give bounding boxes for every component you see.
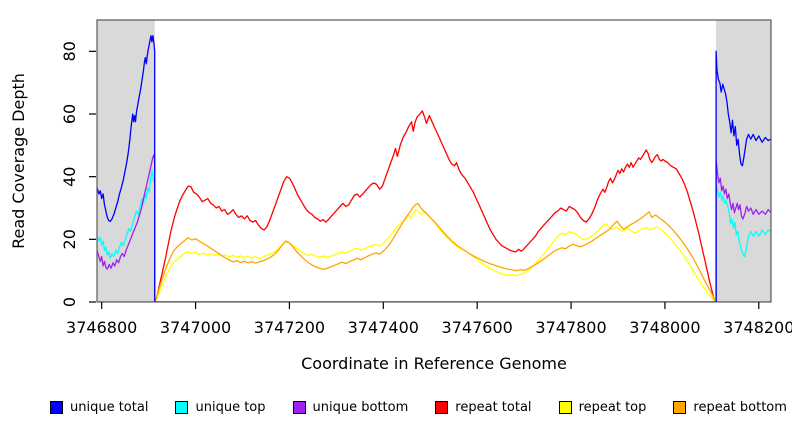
legend-label: repeat total: [455, 399, 532, 415]
series-line-unique-top: [97, 169, 771, 302]
legend-item-unique-total: unique total: [50, 400, 148, 415]
legend-item-repeat-total: repeat total: [435, 399, 532, 415]
y-axis-title: Read Coverage Depth: [9, 73, 28, 249]
x-tick-label: 3747600: [442, 318, 513, 337]
series-line-repeat-total: [97, 110, 771, 302]
legend-swatch-unique-top: [175, 400, 189, 414]
y-tick-label: 0: [60, 297, 79, 307]
legend-swatch-unique-total: [50, 400, 63, 414]
y-tick-label: 20: [60, 229, 79, 249]
x-axis-title: Coordinate in Reference Genome: [301, 354, 567, 373]
legend-label: repeat top: [578, 399, 647, 415]
y-tick-label: 40: [60, 167, 79, 187]
legend-swatch-unique-bottom: [292, 400, 306, 414]
legend-swatch-repeat-total: [435, 400, 449, 414]
legend-item-unique-bottom: unique bottom: [292, 399, 409, 415]
series-line-repeat-top: [97, 208, 771, 302]
x-tick-label: 3748000: [629, 318, 700, 337]
legend-label: unique top: [195, 399, 266, 415]
series-line-unique-total: [97, 35, 771, 302]
legend-swatch-repeat-bottom: [673, 400, 687, 414]
x-tick-label: 3748200: [723, 318, 792, 337]
x-tick-label: 3747200: [254, 318, 325, 337]
legend: unique total unique top unique bottom repea…: [50, 397, 787, 417]
legend-item-unique-top: unique top: [175, 399, 266, 415]
series-line-unique-bottom: [97, 154, 771, 302]
y-tick-label: 60: [60, 104, 79, 124]
series-line-repeat-bottom: [97, 202, 771, 302]
legend-item-repeat-top: repeat top: [558, 399, 647, 415]
legend-item-repeat-bottom: repeat bottom: [673, 400, 787, 415]
y-tick-label: 80: [60, 41, 79, 61]
x-tick-label: 3747000: [160, 318, 231, 337]
legend-label: unique bottom: [312, 399, 409, 415]
x-tick-label: 3746800: [66, 318, 137, 337]
x-tick-label: 3747800: [535, 318, 606, 337]
shaded-region: [97, 20, 155, 302]
x-tick-label: 3747400: [348, 318, 419, 337]
plot-box: [96, 19, 772, 303]
legend-swatch-repeat-top: [558, 400, 572, 414]
legend-label: repeat bottom: [693, 399, 787, 415]
legend-label: unique total: [70, 399, 149, 415]
